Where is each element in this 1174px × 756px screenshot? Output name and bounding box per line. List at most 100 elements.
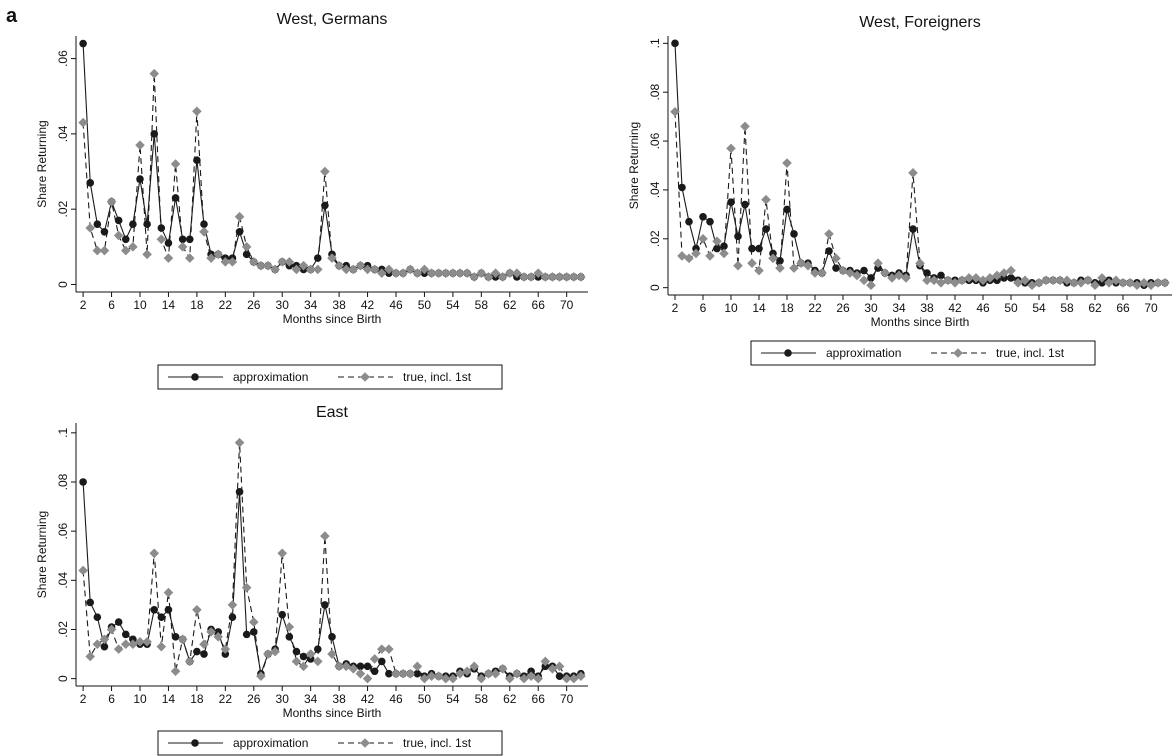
marker	[113, 644, 124, 654]
marker	[712, 236, 722, 247]
marker	[92, 245, 103, 256]
legend: approximation true, incl. 1st	[157, 730, 503, 756]
y-axis-label: Share Returning	[627, 122, 641, 209]
x-tick-label: 46	[976, 301, 990, 315]
marker	[698, 234, 708, 244]
marker	[497, 663, 508, 674]
x-tick-label: 26	[247, 298, 261, 312]
marker	[761, 194, 771, 205]
marker	[327, 253, 337, 263]
marker	[734, 232, 742, 241]
marker	[880, 268, 890, 278]
marker	[192, 106, 202, 117]
x-tick-label: 70	[560, 692, 574, 706]
marker	[135, 636, 145, 647]
marker	[426, 671, 437, 681]
marker	[234, 437, 245, 448]
marker	[512, 268, 522, 278]
x-tick-label: 38	[332, 692, 346, 706]
y-tick-label: .06	[56, 522, 70, 539]
marker	[678, 183, 686, 192]
series	[670, 106, 1170, 291]
series-line	[82, 442, 582, 680]
marker	[149, 548, 160, 559]
marker	[85, 223, 96, 233]
marker	[540, 656, 551, 667]
marker	[163, 253, 174, 263]
x-tick-label: 58	[475, 692, 489, 706]
marker	[256, 671, 266, 681]
chart-title: West, Foreigners	[859, 14, 981, 31]
marker	[128, 639, 138, 650]
marker	[845, 268, 855, 278]
marker	[164, 239, 173, 247]
marker	[533, 673, 544, 684]
marker	[292, 647, 301, 656]
marker	[433, 268, 444, 278]
marker	[1118, 277, 1128, 288]
marker	[128, 242, 138, 252]
marker	[263, 260, 273, 271]
marker	[754, 265, 764, 276]
x-tick-label: 10	[724, 301, 738, 315]
marker	[768, 253, 778, 264]
marker	[817, 268, 827, 278]
x-tick-label: 18	[190, 298, 204, 312]
marker	[213, 249, 224, 260]
marker	[321, 201, 329, 210]
marker	[950, 277, 960, 288]
legend-label: true, incl. 1st	[403, 370, 472, 384]
marker	[298, 661, 309, 672]
x-tick-label: 46	[389, 298, 403, 312]
marker	[741, 200, 749, 209]
marker	[1041, 275, 1051, 286]
marker	[540, 272, 551, 282]
marker	[320, 166, 330, 177]
marker	[79, 39, 87, 48]
marker	[149, 68, 160, 79]
x-tick-label: 30	[864, 301, 878, 315]
y-axis-label: Share Returning	[35, 120, 49, 207]
legend-label: true, incl. 1st	[403, 736, 472, 750]
x-tick-label: 42	[361, 692, 375, 706]
marker	[305, 264, 316, 275]
x-axis-label: Months since Birth	[283, 312, 382, 326]
marker	[796, 258, 806, 269]
marker	[398, 268, 408, 278]
series	[78, 68, 586, 282]
legend-marker	[191, 373, 199, 381]
marker	[964, 273, 974, 283]
marker	[391, 268, 401, 278]
marker	[512, 668, 522, 679]
chart-title: East	[316, 404, 349, 421]
marker	[1153, 277, 1163, 288]
x-tick-label: 62	[1088, 301, 1102, 315]
marker	[490, 268, 501, 278]
marker	[971, 273, 981, 283]
x-tick-label: 42	[948, 301, 962, 315]
marker	[227, 600, 238, 610]
legend-marker	[953, 348, 963, 358]
x-tick-label: 22	[808, 301, 822, 315]
marker	[78, 117, 88, 128]
x-tick-label: 58	[475, 298, 489, 312]
y-tick-label: .08	[56, 473, 70, 490]
marker	[957, 275, 967, 286]
marker	[129, 635, 137, 644]
marker	[93, 613, 102, 621]
x-tick-label: 22	[219, 298, 233, 312]
marker	[129, 220, 137, 229]
x-axis-label: Months since Birth	[871, 315, 970, 329]
x-axis-label: Months since Birth	[283, 706, 382, 720]
marker	[670, 106, 680, 117]
marker	[1048, 275, 1058, 286]
marker	[476, 268, 487, 278]
marker	[462, 666, 472, 677]
x-tick-label: 54	[446, 298, 460, 312]
marker	[369, 264, 380, 275]
x-tick-label: 34	[304, 692, 318, 706]
x-tick-label: 14	[162, 692, 176, 706]
marker	[985, 273, 995, 283]
marker	[469, 661, 480, 672]
